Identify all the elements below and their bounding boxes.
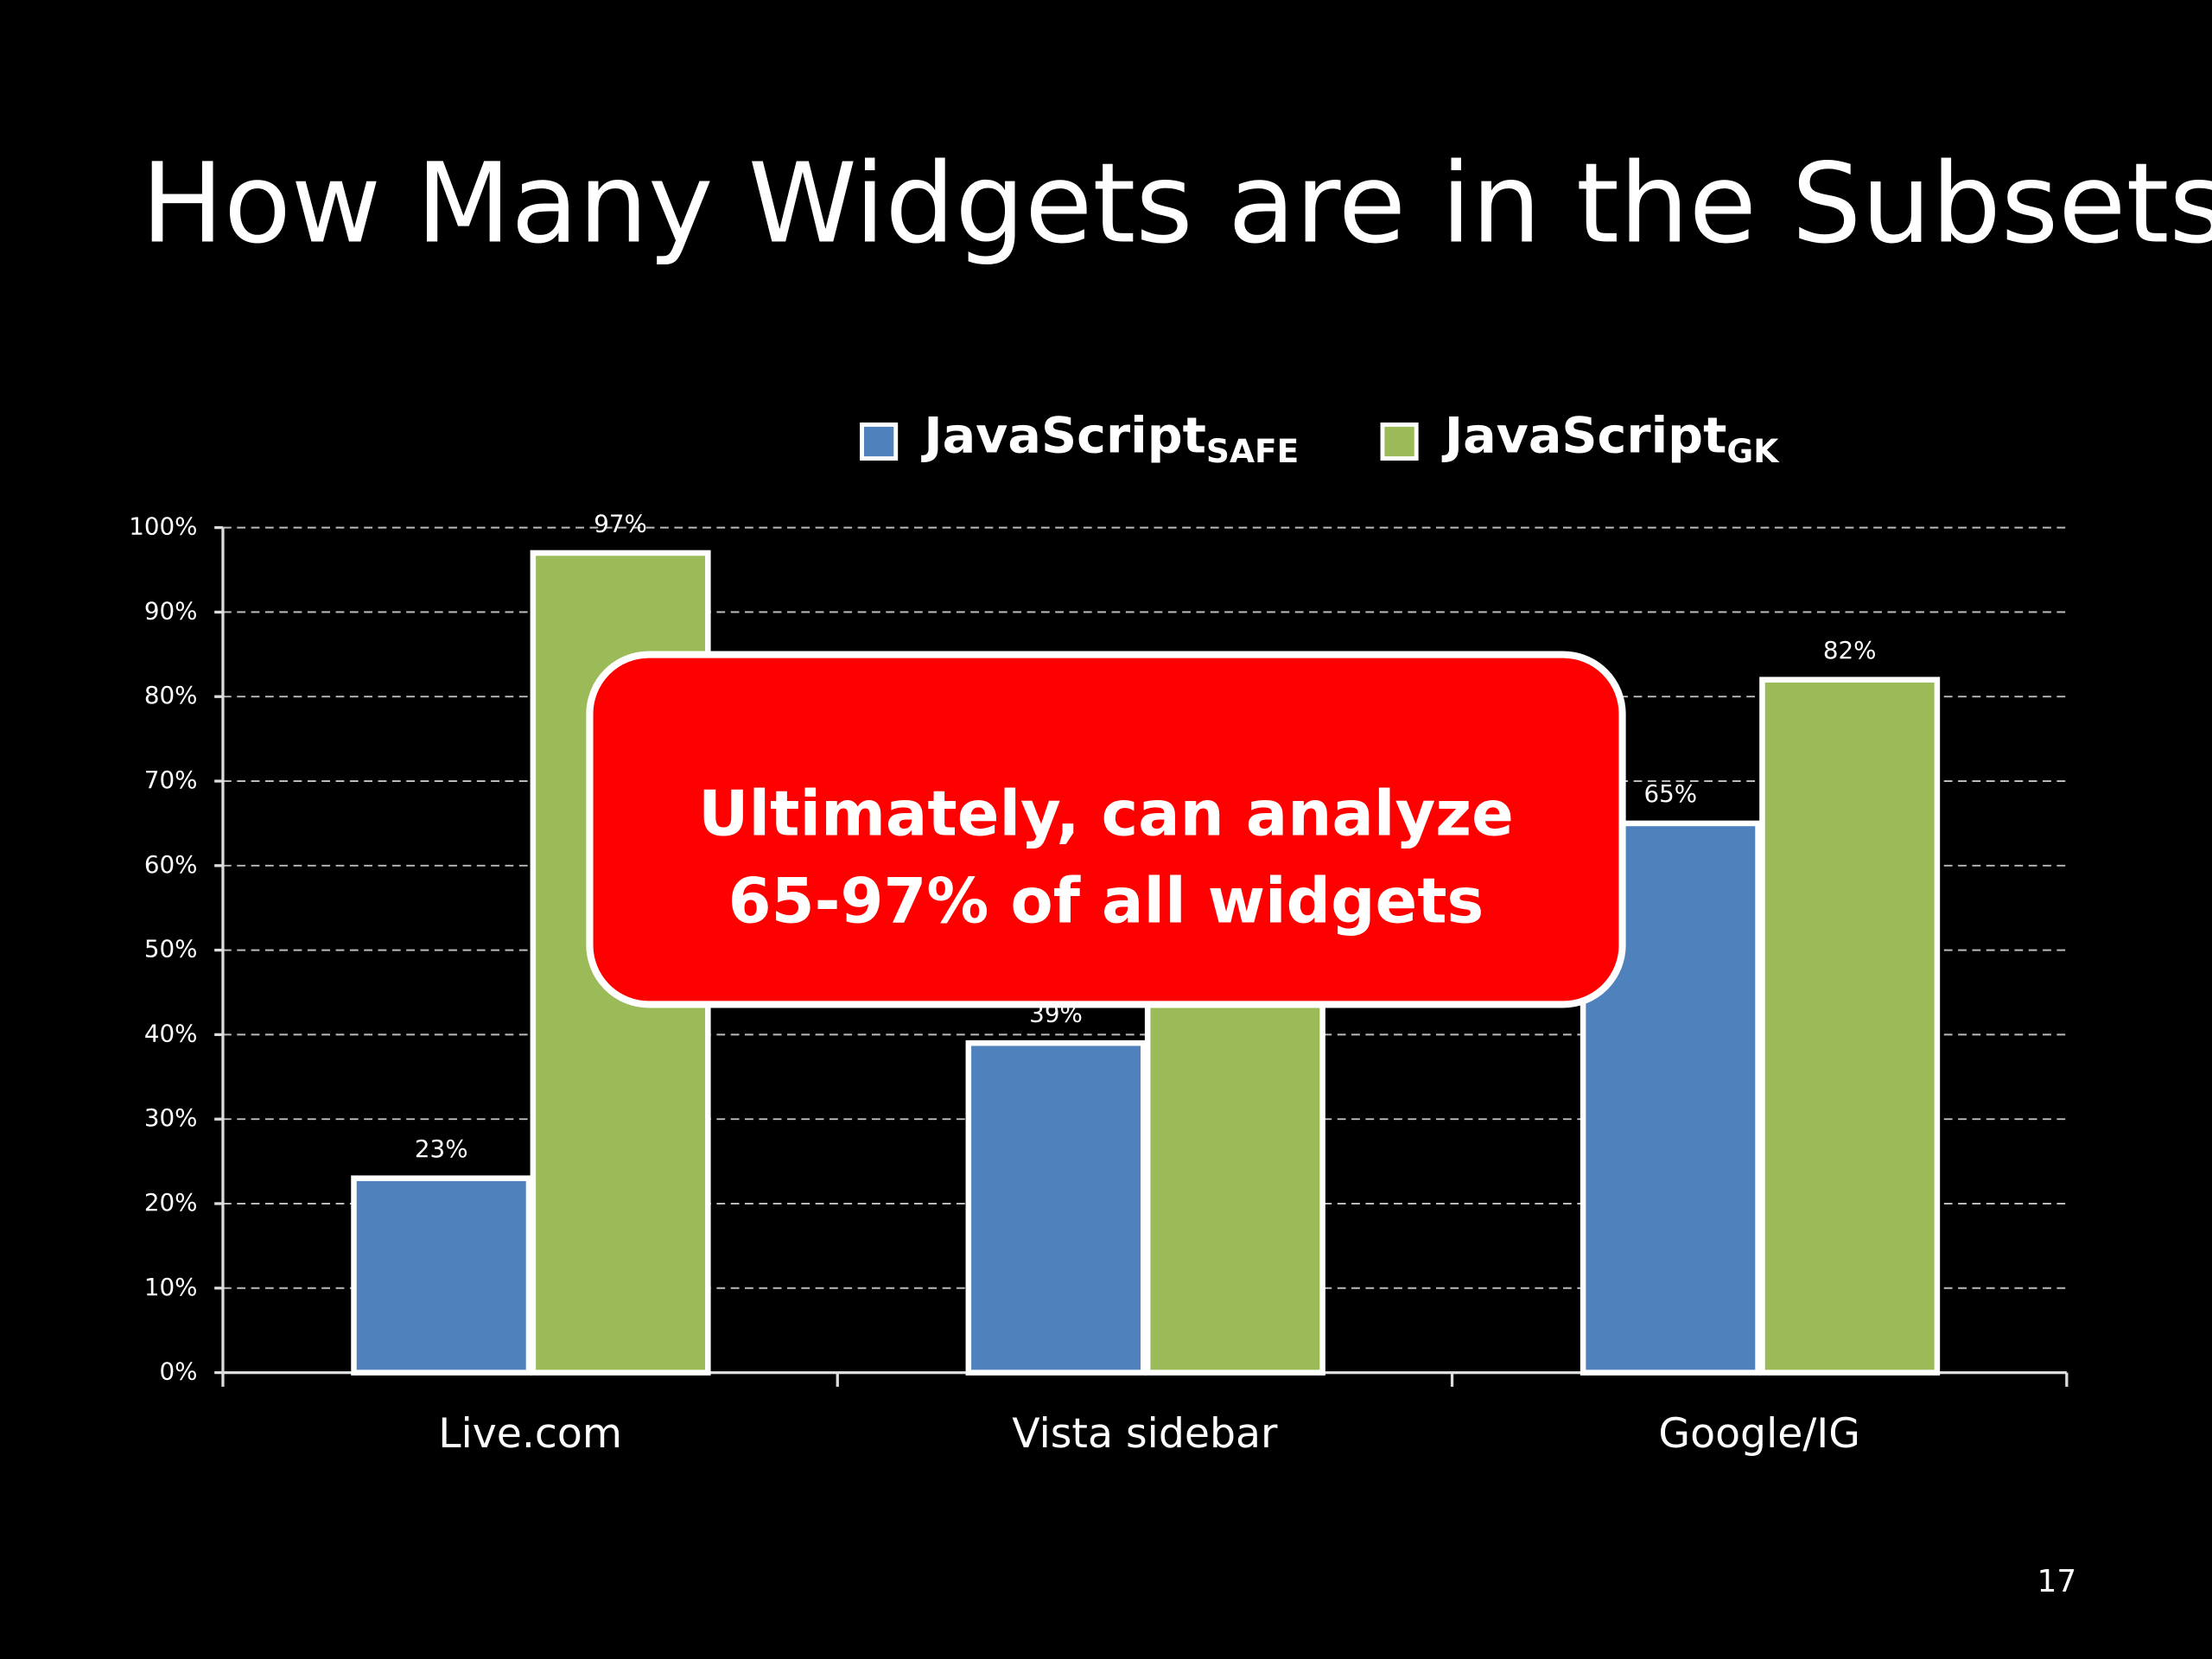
x-tick-label: Live.com: [438, 1410, 622, 1458]
y-tick-label: 10%: [144, 1273, 198, 1301]
x-tick-label: Google/IG: [1658, 1410, 1859, 1458]
y-tick-label: 30%: [144, 1103, 198, 1132]
y-tick-label: 40%: [144, 1019, 198, 1047]
data-label: 23%: [415, 1135, 468, 1163]
x-tick-label: Vista sidebar: [1012, 1410, 1278, 1458]
legend-label: JavaScriptSAFE: [920, 407, 1299, 469]
bar: [965, 1039, 1147, 1376]
callout-text: Ultimately, can analyze: [698, 777, 1514, 849]
legend-swatch: [1380, 422, 1419, 461]
y-tick-label: 100%: [129, 512, 197, 541]
page-number: 17: [2037, 1564, 2077, 1599]
callout-box: [586, 651, 1626, 1008]
data-label: 97%: [594, 509, 647, 537]
y-tick-label: 90%: [144, 596, 198, 625]
y-tick-label: 50%: [144, 935, 198, 963]
y-tick-label: 70%: [144, 766, 198, 794]
slide-title: How Many Widgets are in the Subsets?: [141, 141, 2212, 269]
data-label: 82%: [1823, 636, 1877, 664]
data-label: 65%: [1643, 779, 1697, 808]
callout-text: 65-97% of all widgets: [728, 865, 1484, 938]
y-tick-label: 20%: [144, 1188, 198, 1217]
legend-label: JavaScriptGK: [1441, 407, 1780, 469]
y-tick-label: 0%: [160, 1357, 198, 1386]
legend-swatch: [860, 422, 899, 461]
legend-subscript: GK: [1726, 432, 1780, 470]
y-tick-label: 60%: [144, 850, 198, 879]
legend-subscript: SAFE: [1206, 432, 1299, 470]
bar: [351, 1175, 532, 1376]
legend-name: JavaScript: [1441, 407, 1727, 464]
y-tick-label: 80%: [144, 681, 198, 709]
legend-name: JavaScript: [920, 407, 1206, 464]
bar: [1759, 677, 1941, 1376]
